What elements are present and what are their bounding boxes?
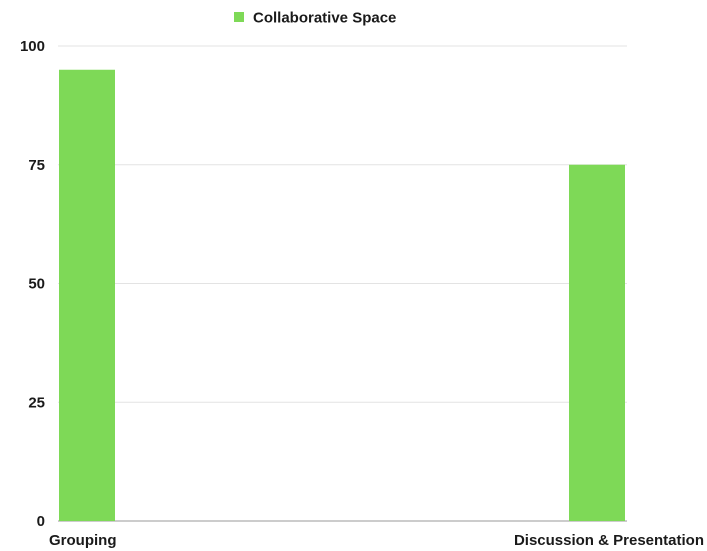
y-tick-label-0: 0: [37, 513, 45, 530]
gridlines: [58, 45, 627, 522]
bars: [59, 69, 625, 521]
x-tick-label-discussion-presentation: Discussion & Presentation: [514, 532, 704, 549]
x-tick-label-grouping: Grouping: [49, 532, 117, 549]
y-tick-label-25: 25: [28, 394, 45, 411]
legend-swatch-collaborative-space: [234, 12, 244, 22]
y-tick-label-75: 75: [28, 157, 45, 174]
bar-grouping: [59, 69, 115, 521]
x-axis-labels: Grouping Discussion & Presentation: [49, 532, 704, 549]
legend-label-collaborative-space: Collaborative Space: [253, 10, 396, 27]
bar-discussion-presentation: [569, 164, 625, 521]
legend: Collaborative Space: [234, 10, 396, 27]
y-tick-label-50: 50: [28, 276, 45, 293]
y-axis-ticks: 0 25 50 75 100: [20, 38, 45, 530]
y-tick-label-100: 100: [20, 38, 45, 55]
